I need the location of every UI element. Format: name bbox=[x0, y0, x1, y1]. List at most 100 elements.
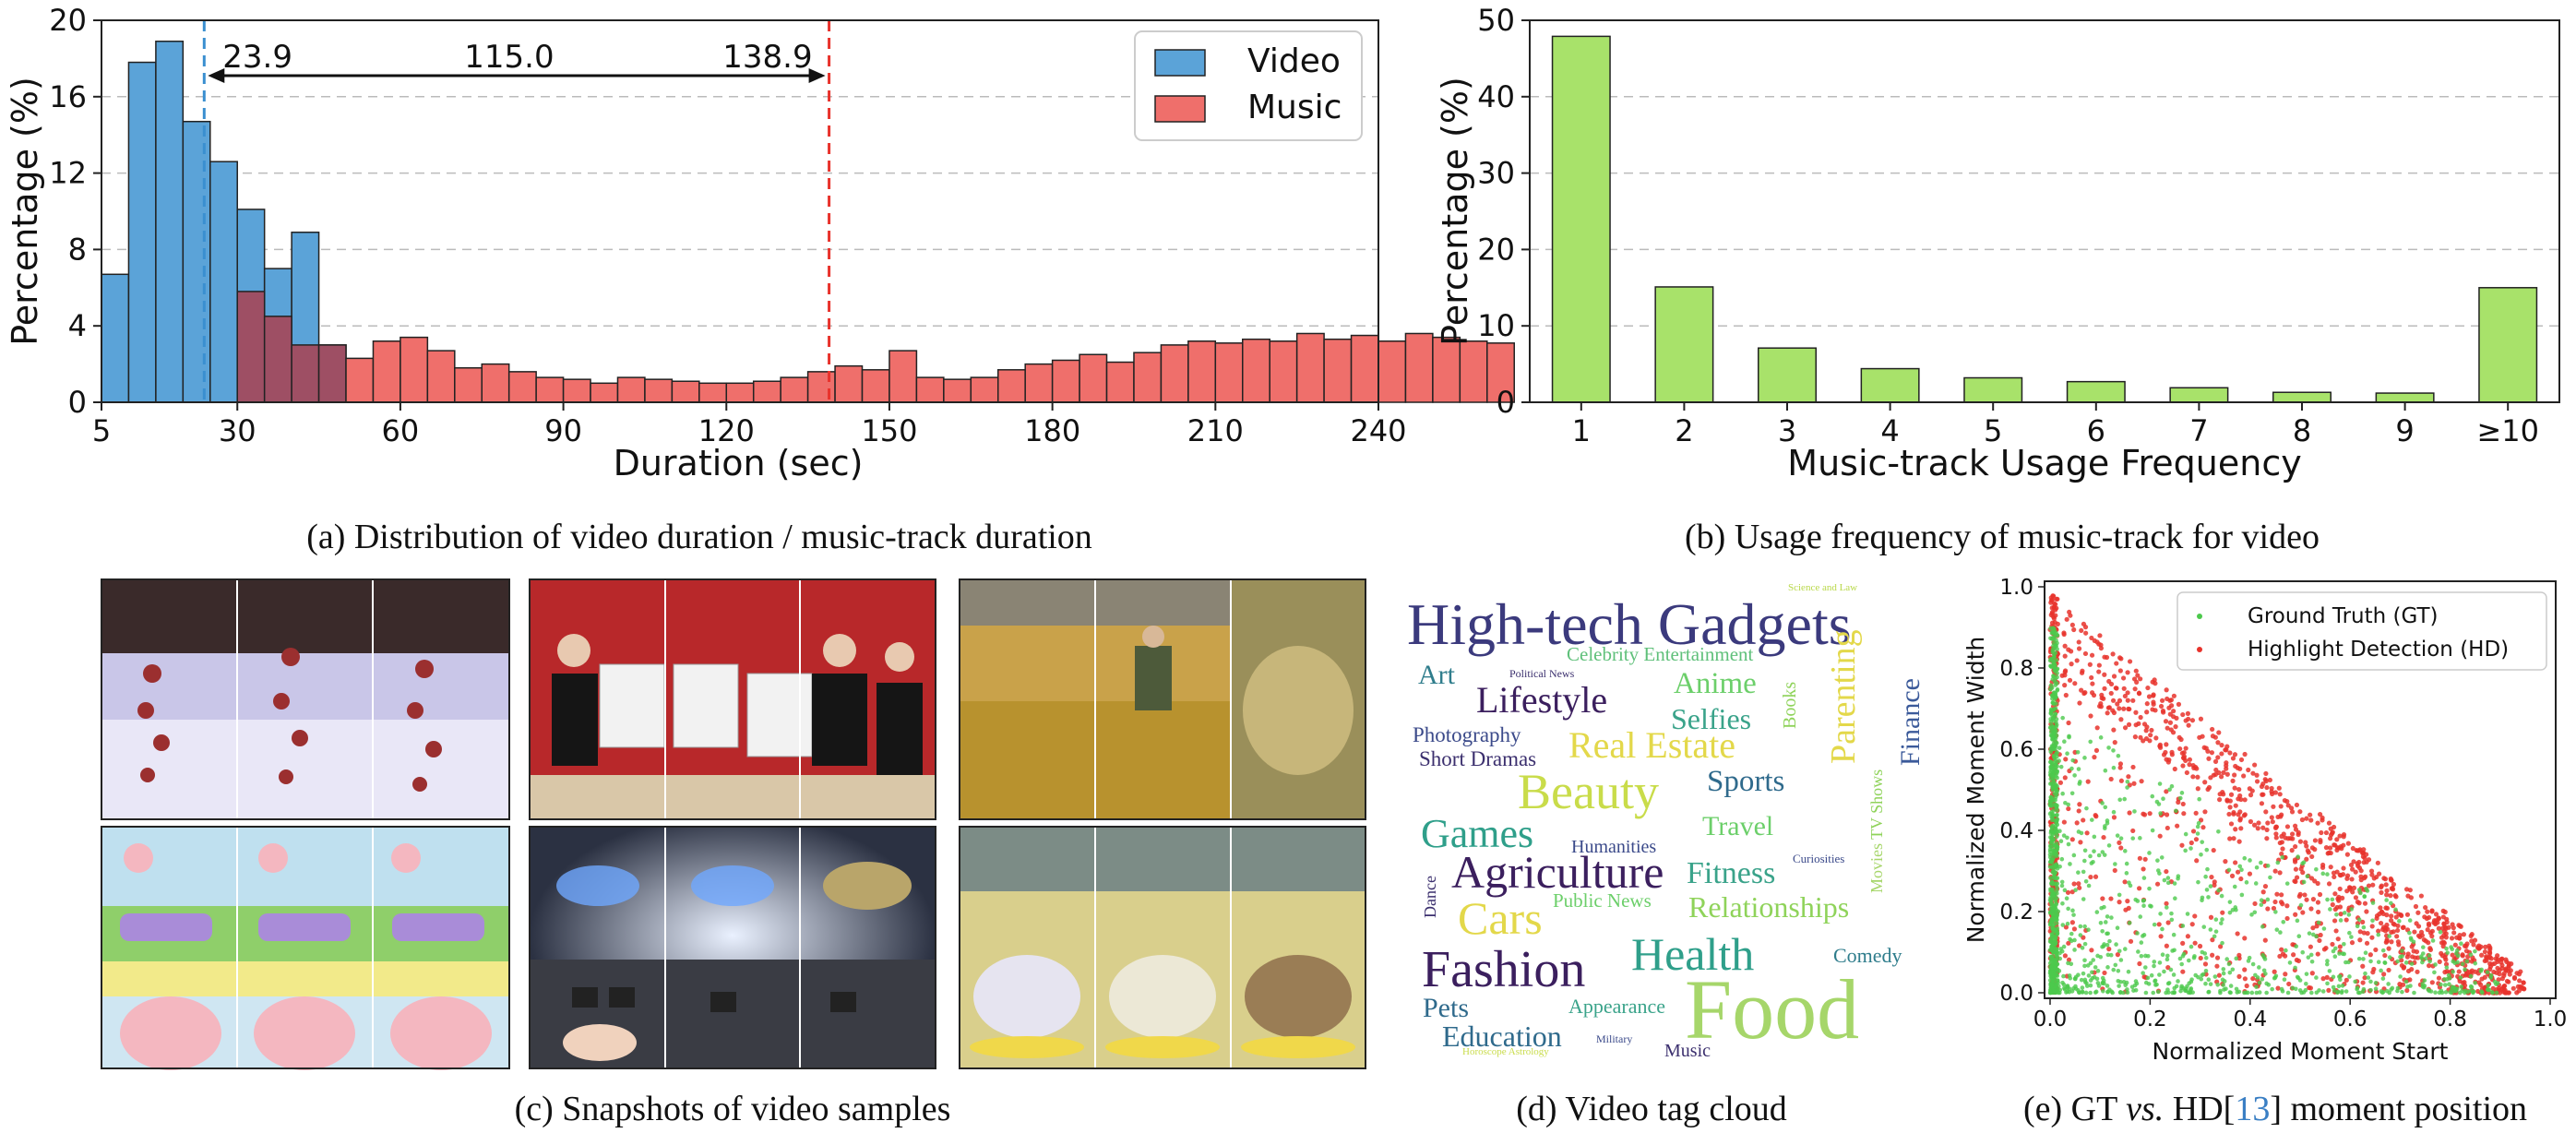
e-gt-point bbox=[2455, 960, 2460, 965]
e-hd-point bbox=[2300, 910, 2306, 915]
e-gt-point bbox=[2133, 988, 2139, 993]
e-hd-point bbox=[2128, 938, 2134, 944]
a-x-axis-label: Duration (sec) bbox=[614, 443, 864, 483]
e-gt-point bbox=[2418, 954, 2424, 959]
e-gt-point bbox=[2393, 907, 2398, 912]
e-gt-point bbox=[2058, 764, 2064, 769]
e-hd-point bbox=[2293, 823, 2298, 829]
e-gt-point bbox=[2055, 812, 2059, 817]
e-hd-point bbox=[2395, 927, 2401, 934]
e-hd-point bbox=[2286, 981, 2292, 987]
e-gt-point bbox=[2478, 969, 2484, 973]
e-gt-point bbox=[2076, 829, 2081, 834]
e-hd-point bbox=[2297, 839, 2304, 844]
e-hd-point bbox=[2153, 681, 2158, 686]
e-hd-point bbox=[2289, 848, 2295, 853]
e-hd-point bbox=[2504, 978, 2510, 984]
e-gt-point bbox=[2307, 931, 2312, 936]
e-hd-point bbox=[2248, 818, 2254, 825]
e-hd-point bbox=[2351, 885, 2357, 890]
e-gt-point bbox=[2054, 908, 2059, 912]
a-y-axis-label: Percentage (%) bbox=[5, 77, 45, 346]
e-gt-point bbox=[2254, 990, 2260, 996]
e-y-tick-label: 0.6 bbox=[1999, 738, 2033, 762]
e-gt-point bbox=[2317, 988, 2321, 993]
a-x-tick-label: 180 bbox=[1024, 413, 1080, 448]
e-hd-point bbox=[2510, 985, 2516, 991]
e-gt-point bbox=[2227, 900, 2233, 904]
e-gt-point bbox=[2165, 880, 2171, 886]
e-hd-point bbox=[2272, 790, 2279, 795]
e-gt-point bbox=[2124, 871, 2129, 876]
e-hd-point bbox=[2171, 709, 2176, 714]
e-hd-point bbox=[2211, 772, 2216, 778]
e-gt-point bbox=[2342, 951, 2346, 957]
e-hd-point bbox=[2126, 706, 2131, 711]
e-gt-point bbox=[2442, 983, 2448, 987]
e-hd-point bbox=[2195, 786, 2200, 792]
e-gt-point bbox=[2069, 766, 2074, 771]
e-hd-point bbox=[2337, 872, 2343, 877]
e-gt-point bbox=[2050, 734, 2055, 740]
e-gt-point bbox=[2054, 876, 2058, 881]
e-gt-point bbox=[2050, 979, 2056, 984]
e-gt-point bbox=[2263, 972, 2268, 976]
e-hd-point bbox=[2189, 718, 2196, 723]
e-gt-point bbox=[2485, 970, 2490, 975]
e-gt-point bbox=[2115, 925, 2120, 931]
b-x-tick-label: 6 bbox=[2087, 413, 2105, 448]
e-hd-point bbox=[2242, 936, 2248, 941]
e-gt-point bbox=[2227, 970, 2233, 975]
e-hd-point bbox=[2283, 953, 2288, 959]
e-hd-point bbox=[2242, 751, 2248, 757]
e-gt-point bbox=[2219, 921, 2224, 925]
tag-word: TV Shows bbox=[1867, 769, 1886, 840]
e-hd-point bbox=[2157, 744, 2163, 749]
e-hd-point bbox=[2164, 687, 2169, 693]
a-x-tick-label: 240 bbox=[1350, 413, 1406, 448]
e-gt-point bbox=[2427, 953, 2432, 958]
e-hd-point bbox=[2242, 976, 2248, 982]
e-hd-point bbox=[2337, 904, 2343, 910]
e-hd-point bbox=[2061, 819, 2067, 825]
e-legend: Ground Truth (GT) Highlight Detection (H… bbox=[2176, 591, 2547, 671]
e-gt-point bbox=[2098, 920, 2104, 925]
e-hd-point bbox=[2360, 963, 2366, 969]
tag-word: Comedy bbox=[1833, 944, 1902, 967]
e-gt-point bbox=[2059, 856, 2065, 862]
e-gt-point bbox=[2068, 862, 2072, 866]
e-hd-point bbox=[2250, 770, 2256, 776]
e-hd-point bbox=[2270, 819, 2275, 825]
e-hd-point bbox=[2369, 872, 2375, 877]
e-hd-point bbox=[2262, 937, 2268, 943]
e-hd-point bbox=[2319, 829, 2324, 836]
b-x-tick-label: 9 bbox=[2395, 413, 2414, 448]
e-hd-point bbox=[2341, 865, 2346, 871]
e-hd-point bbox=[2163, 749, 2168, 756]
e-hd-point bbox=[2429, 908, 2435, 913]
e-gt-point bbox=[2053, 843, 2057, 848]
e-gt-point bbox=[2337, 951, 2342, 956]
e-legend-gt-marker bbox=[2197, 614, 2202, 619]
e-hd-point bbox=[2089, 652, 2095, 658]
e-hd-point bbox=[2271, 804, 2276, 809]
e-gt-point bbox=[2174, 808, 2178, 814]
e-hd-point bbox=[2062, 775, 2068, 781]
e-gt-point bbox=[2230, 967, 2236, 972]
e-hd-point bbox=[2195, 774, 2200, 780]
e-gt-point bbox=[2242, 855, 2248, 861]
e-hd-point bbox=[2401, 964, 2407, 970]
e-hd-point bbox=[2326, 820, 2332, 826]
e-gt-point bbox=[2389, 987, 2393, 992]
e-hd-point bbox=[2062, 953, 2069, 959]
e-hd-point bbox=[2082, 650, 2089, 657]
e-gt-point bbox=[2305, 874, 2310, 879]
e-hd-point bbox=[2348, 862, 2355, 868]
e-gt-point bbox=[2212, 934, 2217, 939]
tag-word: Movies bbox=[1867, 843, 1886, 893]
e-hd-point bbox=[2502, 983, 2508, 989]
e-hd-point bbox=[2111, 674, 2117, 679]
e-gt-point bbox=[2297, 978, 2303, 983]
e-hd-point bbox=[2118, 778, 2124, 783]
e-hd-point bbox=[2315, 951, 2320, 957]
